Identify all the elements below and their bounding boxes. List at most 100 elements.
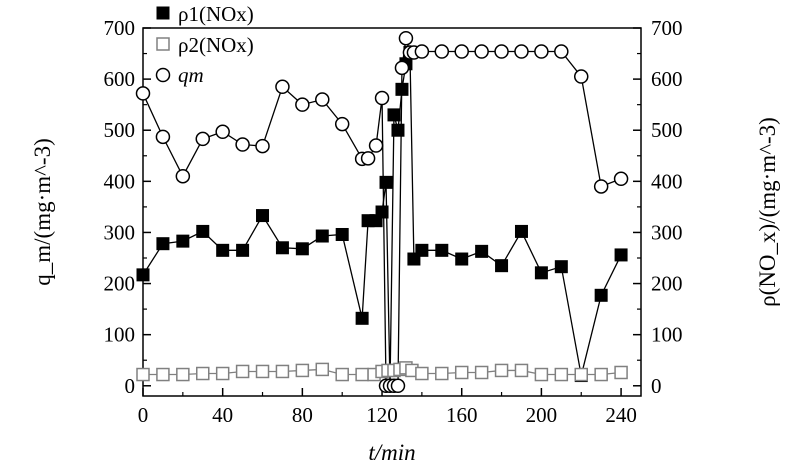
legend-marker-rho2 [156, 37, 170, 51]
y-right-tick-label: 400 [651, 169, 683, 193]
plot-frame [142, 27, 642, 397]
point-rho2 [514, 363, 529, 378]
point-qm [195, 131, 211, 147]
point-rho1 [495, 259, 509, 273]
point-rho2 [235, 364, 250, 379]
point-qm [295, 97, 310, 112]
y-right-tick-label: 0 [651, 374, 662, 398]
point-rho1 [196, 224, 210, 238]
y-right-tick-label: 100 [651, 323, 683, 347]
y-left-tick-label: 600 [104, 67, 136, 91]
point-rho2 [494, 363, 509, 378]
point-qm [155, 129, 171, 145]
point-qm [434, 44, 450, 59]
point-qm [398, 30, 414, 46]
series-layer [135, 30, 629, 394]
point-rho1 [387, 108, 401, 122]
point-rho1 [375, 205, 389, 219]
point-rho1 [534, 266, 548, 280]
point-rho1 [156, 237, 170, 251]
point-rho1 [275, 241, 289, 255]
legend-label-rho2: ρ2(NOx) [178, 33, 254, 57]
point-rho2 [275, 364, 290, 379]
point-rho1 [395, 82, 409, 96]
point-qm [613, 171, 629, 187]
point-rho2 [594, 367, 608, 382]
y-right-tick-label: 500 [651, 118, 683, 142]
point-rho2 [215, 366, 230, 381]
y-right-tick-label: 600 [651, 67, 683, 91]
point-qm [573, 69, 589, 84]
point-rho1 [335, 227, 349, 241]
point-rho1 [216, 243, 230, 257]
y-left-tick-label: 300 [104, 220, 136, 244]
point-rho1 [315, 229, 329, 243]
point-qm [474, 44, 489, 59]
point-qm [275, 79, 290, 95]
point-rho2 [176, 367, 190, 382]
point-rho2 [255, 364, 270, 379]
x-tick-label: 120 [366, 403, 398, 427]
series-line-0 [142, 52, 622, 386]
point-qm [454, 44, 469, 59]
point-rho2 [614, 365, 628, 380]
y-left-tick-label: 100 [104, 323, 136, 347]
y-axis-right-title: ρ(NO_x)/(mg·m^-3) [755, 117, 780, 307]
point-rho1 [475, 244, 489, 258]
y-right-tick-label: 200 [651, 272, 683, 296]
point-rho1 [455, 252, 469, 266]
legend-marker-qm [155, 67, 171, 83]
x-tick-label: 0 [138, 403, 149, 427]
x-axis-title: t/min [368, 440, 415, 465]
point-qm [514, 44, 529, 59]
point-rho2 [156, 367, 170, 382]
point-rho2 [335, 367, 349, 382]
point-rho1 [514, 224, 528, 238]
point-qm [390, 378, 406, 394]
y-axis-left-title: q_m/(mg·m^-3) [30, 138, 55, 286]
point-qm [215, 124, 230, 140]
point-rho2 [534, 367, 549, 382]
legend-label-rho1: ρ1(NOx) [178, 2, 254, 26]
point-rho2 [574, 367, 588, 382]
y-left-tick-label: 400 [104, 169, 136, 193]
legend-label-qm: qm [178, 63, 204, 87]
point-qm [255, 138, 270, 154]
y-left-tick-label: 500 [104, 118, 136, 142]
point-rho1 [295, 242, 309, 256]
point-rho2 [435, 366, 449, 381]
x-tick-label: 240 [605, 403, 637, 427]
point-rho2 [454, 365, 469, 380]
point-qm [414, 44, 430, 59]
point-rho1 [236, 243, 250, 257]
y-left-tick-label: 0 [125, 374, 136, 398]
x-tick-label: 80 [292, 403, 313, 427]
point-rho2 [295, 363, 310, 378]
y-left-tick-label: 700 [104, 16, 136, 40]
point-qm [315, 92, 330, 107]
point-rho1 [554, 260, 568, 274]
point-rho1 [379, 175, 393, 189]
point-qm [374, 90, 390, 106]
point-rho1 [355, 311, 369, 325]
point-rho1 [256, 209, 270, 223]
x-tick-label: 200 [526, 403, 558, 427]
point-rho2 [415, 366, 429, 381]
legend: ρ1(NOx) ρ2(NOx) qm [155, 2, 254, 87]
point-qm [235, 137, 250, 152]
x-tick-label: 40 [212, 403, 233, 427]
point-rho1 [435, 243, 449, 257]
y-left-tick-label: 200 [104, 272, 136, 296]
point-rho2 [554, 367, 569, 382]
point-qm [368, 138, 384, 153]
point-qm [175, 168, 191, 184]
point-qm [135, 86, 151, 101]
x-tick-label: 160 [446, 403, 478, 427]
point-qm [394, 60, 410, 76]
point-qm [593, 179, 609, 194]
point-rho1 [176, 234, 190, 248]
point-rho1 [614, 248, 628, 262]
y-right-tick-label: 300 [651, 220, 683, 244]
